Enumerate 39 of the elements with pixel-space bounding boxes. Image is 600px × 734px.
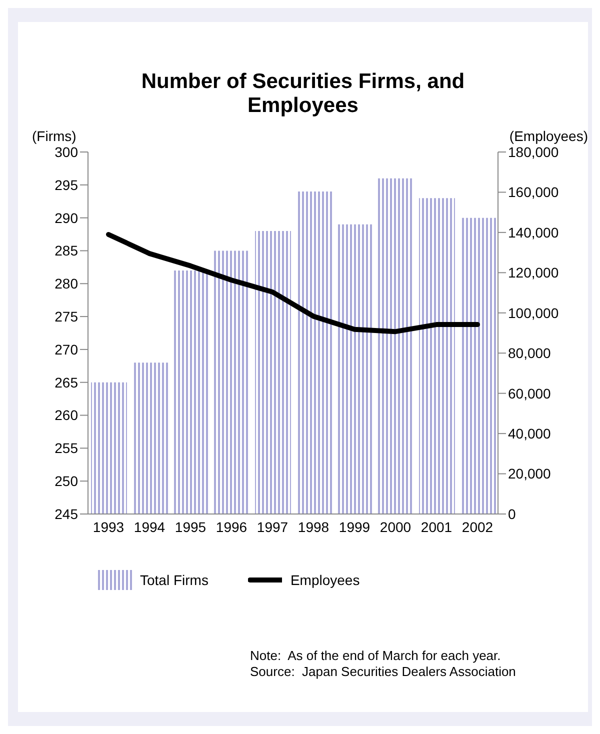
x-tick-label: 1996 — [216, 518, 248, 535]
y-tick-label: 285 — [54, 242, 78, 259]
x-tick-label: 2001 — [420, 518, 452, 535]
y-tick-label: 290 — [54, 210, 78, 226]
y-tick-label: 270 — [54, 341, 78, 358]
y2-tick-label: 20,000 — [508, 466, 552, 482]
x-tick-label: 1998 — [298, 518, 330, 535]
y2-tick-label: 0 — [508, 506, 516, 522]
y-tick-label: 300 — [54, 144, 78, 160]
y2-tick-label: 40,000 — [508, 426, 552, 442]
text: Note: As of the end of March for each year. — [250, 648, 502, 664]
y-tick-label: 245 — [54, 506, 78, 522]
x-tick-label: 2000 — [380, 518, 412, 535]
y2-tick-label: 60,000 — [508, 385, 552, 402]
x-tick-label: 1997 — [256, 518, 288, 535]
legend-label: Employees — [290, 572, 360, 588]
y2-tick-label: 160,000 — [508, 184, 559, 200]
y-axis-title: (Firms) — [32, 128, 76, 144]
y-tick-label: 275 — [54, 308, 78, 325]
y2-tick-label: 140,000 — [508, 224, 559, 240]
source-note: Source: Japan Securities Dealers Association — [250, 664, 516, 680]
y2-tick-label: 120,000 — [508, 264, 559, 281]
y2-tick-label: 80,000 — [508, 345, 552, 362]
y2-tick-label: 100,000 — [508, 304, 559, 321]
y-tick-label: 280 — [54, 276, 78, 292]
y-tick-label: 250 — [54, 473, 78, 490]
legend-label: Total Firms — [140, 572, 208, 588]
y2-axis-title: (Employees) — [509, 128, 588, 144]
x-tick-label: 1994 — [134, 518, 166, 535]
chart-title: Number of Securities Firms, and Employees — [140, 70, 466, 118]
y-tick-label: 265 — [54, 374, 78, 390]
x-tick-label: 1993 — [92, 518, 124, 535]
y-tick-label: 295 — [54, 176, 78, 193]
y-tick-label: 255 — [54, 440, 78, 456]
y-tick-label: 260 — [54, 407, 78, 424]
x-tick-label: 2002 — [462, 518, 494, 535]
y2-tick-label: 180,000 — [508, 144, 559, 160]
x-tick-label: 1995 — [174, 518, 206, 535]
x-tick-label: 1999 — [338, 518, 370, 535]
